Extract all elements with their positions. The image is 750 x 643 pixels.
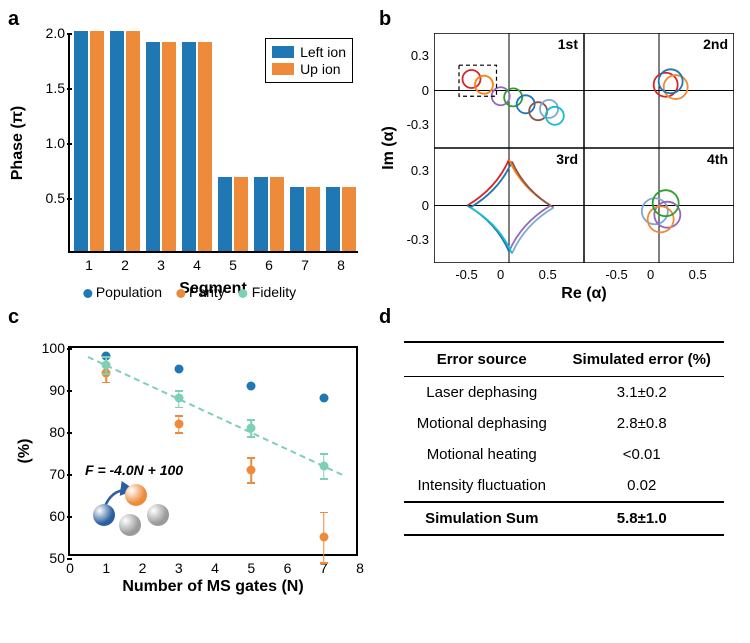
table-row: Intensity fluctuation0.02 xyxy=(404,470,724,502)
phase-cell: 4th xyxy=(584,148,734,263)
ylabel-b: Im (α) xyxy=(380,126,398,170)
bar-up xyxy=(198,42,212,251)
phase-cell: 1st xyxy=(434,33,584,148)
legend-up-label: Up ion xyxy=(300,61,340,77)
phase-cell: 3rd xyxy=(434,148,584,263)
bar-left xyxy=(218,177,232,251)
table-header-row: Error source Simulated error (%) xyxy=(404,342,724,377)
legend-fidelity: Fidelity xyxy=(239,284,296,300)
legend-left: Left ion xyxy=(272,44,346,60)
marker-parity xyxy=(319,533,328,542)
marker-population xyxy=(174,365,183,374)
bar-up xyxy=(306,187,320,251)
bar-left xyxy=(290,187,304,251)
error-table: Error source Simulated error (%) Laser d… xyxy=(404,341,724,536)
ylabel-c: (%) xyxy=(16,439,34,464)
phase-cell-label: 2nd xyxy=(703,36,728,52)
panel-b-label: b xyxy=(379,8,391,31)
panel-a-label: a xyxy=(8,8,19,31)
bar-left xyxy=(146,42,160,251)
bar-chart-a: 0.51.01.52.012345678 Phase (π) Segment L… xyxy=(68,33,358,253)
bar-up xyxy=(90,31,104,251)
marker-population xyxy=(247,381,256,390)
panel-d: d Error source Simulated error (%) Laser… xyxy=(379,306,742,616)
marker-parity xyxy=(247,465,256,474)
bar-up xyxy=(342,187,356,251)
panel-a: a 0.51.01.52.012345678 Phase (π) Segment… xyxy=(8,8,371,298)
legend-up: Up ion xyxy=(272,61,346,77)
marker-fidelity xyxy=(319,461,328,470)
marker-fidelity xyxy=(102,360,111,369)
ion-orange xyxy=(125,484,147,506)
panel-c: c Population Parity Fidelity (%) Number … xyxy=(8,306,371,616)
bar-left xyxy=(254,177,268,251)
legend-left-label: Left ion xyxy=(300,44,346,60)
table-row: Motional dephasing2.8±0.8 xyxy=(404,408,724,439)
marker-fidelity xyxy=(247,423,256,432)
table-sum-row: Simulation Sum5.8±1.0 xyxy=(404,502,724,535)
table-row: Motional heating<0.01 xyxy=(404,439,724,470)
phase-cell-label: 4th xyxy=(707,151,728,167)
bar-left xyxy=(326,187,340,251)
bar-up xyxy=(162,42,176,251)
legend-swatch-up xyxy=(272,63,294,75)
legend-swatch-left xyxy=(272,46,294,58)
phase-cell-label: 1st xyxy=(558,36,578,52)
bar-up xyxy=(234,177,248,251)
xlabel-c: Number of MS gates (N) xyxy=(122,578,303,596)
panel-b: b Im (α) Re (α) 1st2nd3rd4th-0.3-0.3000.… xyxy=(379,8,742,298)
bar-left xyxy=(74,31,88,251)
bar-up xyxy=(126,31,140,251)
panel-d-label: d xyxy=(379,306,391,329)
legend-population: Population xyxy=(83,284,162,300)
col-error-source: Error source xyxy=(404,342,559,377)
phase-cell-label: 3rd xyxy=(556,151,578,167)
marker-parity xyxy=(174,419,183,428)
phase-space-grid: Im (α) Re (α) 1st2nd3rd4th-0.3-0.3000.30… xyxy=(434,33,734,263)
panel-c-label: c xyxy=(8,306,19,329)
scatter-plot-c: (%) Number of MS gates (N) F = -4.0N + 1… xyxy=(68,346,358,556)
table-row: Laser dephasing3.1±0.2 xyxy=(404,377,724,409)
legend-a: Left ion Up ion xyxy=(265,38,353,83)
marker-population xyxy=(319,394,328,403)
legend-parity: Parity xyxy=(176,284,225,300)
ion-gray xyxy=(147,504,169,526)
bar-left xyxy=(110,31,124,251)
ylabel-a: Phase (π) xyxy=(9,106,27,181)
xlabel-b: Re (α) xyxy=(561,285,606,303)
col-simulated-error: Simulated error (%) xyxy=(559,342,724,377)
phase-cell: 2nd xyxy=(584,33,734,148)
bar-left xyxy=(182,42,196,251)
fit-line xyxy=(88,356,343,475)
marker-fidelity xyxy=(174,394,183,403)
inset-ions: F = -4.0N + 100 xyxy=(85,462,195,542)
legend-c: Population Parity Fidelity xyxy=(83,284,296,300)
ion-blue xyxy=(93,504,115,526)
bar-up xyxy=(270,177,284,251)
ion-gray xyxy=(119,514,141,536)
